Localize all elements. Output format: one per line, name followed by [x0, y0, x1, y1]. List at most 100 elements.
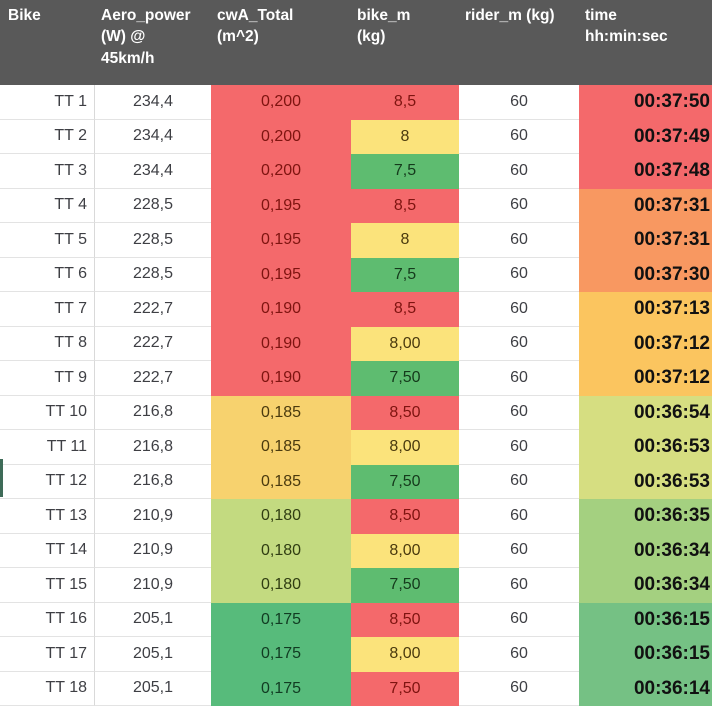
bike-mass-cell[interactable]: 7,5	[351, 257, 459, 292]
cwa-total-cell[interactable]: 0,185	[211, 430, 351, 465]
bike-mass-cell[interactable]: 8,00	[351, 430, 459, 465]
aero-power-cell[interactable]: 205,1	[95, 637, 211, 672]
time-cell[interactable]: 00:37:12	[579, 326, 712, 361]
bike-cell[interactable]: TT 9	[0, 361, 95, 396]
bike-mass-cell[interactable]: 8	[351, 223, 459, 258]
rider-mass-cell[interactable]: 60	[459, 568, 579, 603]
cwa-total-cell[interactable]: 0,195	[211, 188, 351, 223]
aero-power-cell[interactable]: 234,4	[95, 154, 211, 189]
aero-power-cell[interactable]: 216,8	[95, 395, 211, 430]
time-cell[interactable]: 00:36:15	[579, 637, 712, 672]
bike-cell[interactable]: TT 17	[0, 637, 95, 672]
rider-mass-cell[interactable]: 60	[459, 637, 579, 672]
time-cell[interactable]: 00:36:54	[579, 395, 712, 430]
time-cell[interactable]: 00:37:31	[579, 188, 712, 223]
rider-mass-cell[interactable]: 60	[459, 533, 579, 568]
rider-mass-cell[interactable]: 60	[459, 602, 579, 637]
cwa-total-cell[interactable]: 0,190	[211, 326, 351, 361]
rider-mass-cell[interactable]: 60	[459, 85, 579, 120]
bike-cell[interactable]: TT 10	[0, 395, 95, 430]
time-cell[interactable]: 00:36:14	[579, 671, 712, 706]
bike-mass-cell[interactable]: 8,50	[351, 499, 459, 534]
bike-mass-cell[interactable]: 7,50	[351, 361, 459, 396]
bike-cell[interactable]: TT 8	[0, 326, 95, 361]
bike-mass-cell[interactable]: 8,5	[351, 188, 459, 223]
rider-mass-cell[interactable]: 60	[459, 292, 579, 327]
time-cell[interactable]: 00:36:53	[579, 430, 712, 465]
bike-cell[interactable]: TT 15	[0, 568, 95, 603]
cwa-total-cell[interactable]: 0,200	[211, 154, 351, 189]
header-cwa-total[interactable]: cwA_Total (m^2)	[211, 0, 351, 85]
aero-power-cell[interactable]: 216,8	[95, 464, 211, 499]
bike-cell[interactable]: TT 5	[0, 223, 95, 258]
time-cell[interactable]: 00:37:48	[579, 154, 712, 189]
cwa-total-cell[interactable]: 0,180	[211, 499, 351, 534]
bike-mass-cell[interactable]: 7,50	[351, 464, 459, 499]
rider-mass-cell[interactable]: 60	[459, 430, 579, 465]
header-rider-mass[interactable]: rider_m (kg)	[459, 0, 579, 85]
time-cell[interactable]: 00:37:49	[579, 119, 712, 154]
cwa-total-cell[interactable]: 0,185	[211, 395, 351, 430]
bike-cell[interactable]: TT 11	[0, 430, 95, 465]
rider-mass-cell[interactable]: 60	[459, 361, 579, 396]
time-cell[interactable]: 00:36:15	[579, 602, 712, 637]
bike-mass-cell[interactable]: 8,00	[351, 533, 459, 568]
aero-power-cell[interactable]: 228,5	[95, 257, 211, 292]
bike-mass-cell[interactable]: 8,00	[351, 637, 459, 672]
rider-mass-cell[interactable]: 60	[459, 188, 579, 223]
bike-cell[interactable]: TT 1	[0, 85, 95, 120]
time-cell[interactable]: 00:36:53	[579, 464, 712, 499]
header-bike[interactable]: Bike	[0, 0, 95, 85]
bike-mass-cell[interactable]: 7,50	[351, 671, 459, 706]
time-cell[interactable]: 00:37:50	[579, 85, 712, 120]
rider-mass-cell[interactable]: 60	[459, 326, 579, 361]
time-cell[interactable]: 00:37:30	[579, 257, 712, 292]
header-bike-mass[interactable]: bike_m (kg)	[351, 0, 459, 85]
time-cell[interactable]: 00:37:13	[579, 292, 712, 327]
aero-power-cell[interactable]: 234,4	[95, 85, 211, 120]
time-cell[interactable]: 00:36:34	[579, 568, 712, 603]
bike-cell[interactable]: TT 14	[0, 533, 95, 568]
cwa-total-cell[interactable]: 0,175	[211, 637, 351, 672]
rider-mass-cell[interactable]: 60	[459, 223, 579, 258]
aero-power-cell[interactable]: 210,9	[95, 533, 211, 568]
time-cell[interactable]: 00:37:12	[579, 361, 712, 396]
cwa-total-cell[interactable]: 0,190	[211, 292, 351, 327]
aero-power-cell[interactable]: 234,4	[95, 119, 211, 154]
bike-cell[interactable]: TT 13	[0, 499, 95, 534]
cwa-total-cell[interactable]: 0,200	[211, 119, 351, 154]
aero-power-cell[interactable]: 210,9	[95, 568, 211, 603]
bike-cell[interactable]: TT 2	[0, 119, 95, 154]
cwa-total-cell[interactable]: 0,200	[211, 85, 351, 120]
aero-power-cell[interactable]: 216,8	[95, 430, 211, 465]
aero-power-cell[interactable]: 205,1	[95, 602, 211, 637]
cwa-total-cell[interactable]: 0,190	[211, 361, 351, 396]
bike-cell[interactable]: TT 12	[0, 464, 95, 499]
cwa-total-cell[interactable]: 0,195	[211, 257, 351, 292]
rider-mass-cell[interactable]: 60	[459, 464, 579, 499]
aero-power-cell[interactable]: 222,7	[95, 292, 211, 327]
rider-mass-cell[interactable]: 60	[459, 395, 579, 430]
time-cell[interactable]: 00:36:34	[579, 533, 712, 568]
time-cell[interactable]: 00:36:35	[579, 499, 712, 534]
rider-mass-cell[interactable]: 60	[459, 671, 579, 706]
bike-mass-cell[interactable]: 8,50	[351, 602, 459, 637]
cwa-total-cell[interactable]: 0,175	[211, 602, 351, 637]
cwa-total-cell[interactable]: 0,180	[211, 533, 351, 568]
bike-mass-cell[interactable]: 8,00	[351, 326, 459, 361]
bike-cell[interactable]: TT 18	[0, 671, 95, 706]
bike-mass-cell[interactable]: 7,5	[351, 154, 459, 189]
aero-power-cell[interactable]: 210,9	[95, 499, 211, 534]
header-aero-power[interactable]: Aero_power (W) @ 45km/h	[95, 0, 211, 85]
cwa-total-cell[interactable]: 0,195	[211, 223, 351, 258]
aero-power-cell[interactable]: 222,7	[95, 326, 211, 361]
header-time[interactable]: time hh:min:sec	[579, 0, 712, 85]
bike-cell[interactable]: TT 4	[0, 188, 95, 223]
bike-mass-cell[interactable]: 8	[351, 119, 459, 154]
bike-cell[interactable]: TT 6	[0, 257, 95, 292]
bike-mass-cell[interactable]: 8,50	[351, 395, 459, 430]
rider-mass-cell[interactable]: 60	[459, 154, 579, 189]
aero-power-cell[interactable]: 205,1	[95, 671, 211, 706]
rider-mass-cell[interactable]: 60	[459, 257, 579, 292]
bike-mass-cell[interactable]: 7,50	[351, 568, 459, 603]
